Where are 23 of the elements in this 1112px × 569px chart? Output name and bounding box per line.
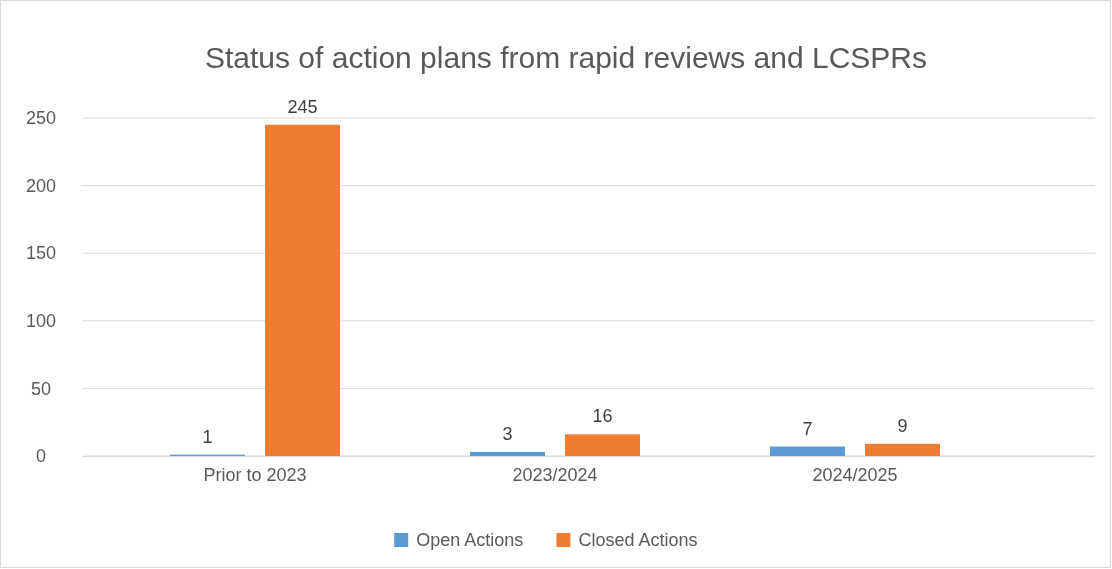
- data-label: 245: [287, 96, 318, 117]
- y-tick-label: 50: [30, 378, 52, 399]
- y-tick-label: 100: [25, 311, 57, 332]
- bar: [770, 446, 845, 456]
- data-label: 9: [897, 415, 908, 436]
- data-label: 1: [202, 426, 213, 447]
- bar: [265, 124, 340, 456]
- legend-label: Closed Actions: [578, 530, 698, 550]
- x-tick-label: Prior to 2023: [203, 465, 307, 485]
- bar: [865, 443, 940, 456]
- legend-label: Open Actions: [416, 530, 524, 550]
- y-tick-label: 200: [25, 175, 57, 196]
- data-label: 16: [592, 406, 613, 427]
- y-tick-label: 150: [25, 243, 57, 264]
- bar: [470, 451, 545, 456]
- bar: [565, 434, 640, 456]
- y-tick-label: 0: [35, 446, 47, 467]
- x-tick-label: 2024/2025: [812, 465, 898, 485]
- data-label: 7: [802, 418, 813, 439]
- y-tick-label: 250: [25, 108, 57, 129]
- chart-title: Status of action plans from rapid reviews and LCSPRs: [204, 41, 928, 74]
- data-label: 3: [502, 423, 513, 444]
- x-tick-label: 2023/2024: [512, 465, 598, 485]
